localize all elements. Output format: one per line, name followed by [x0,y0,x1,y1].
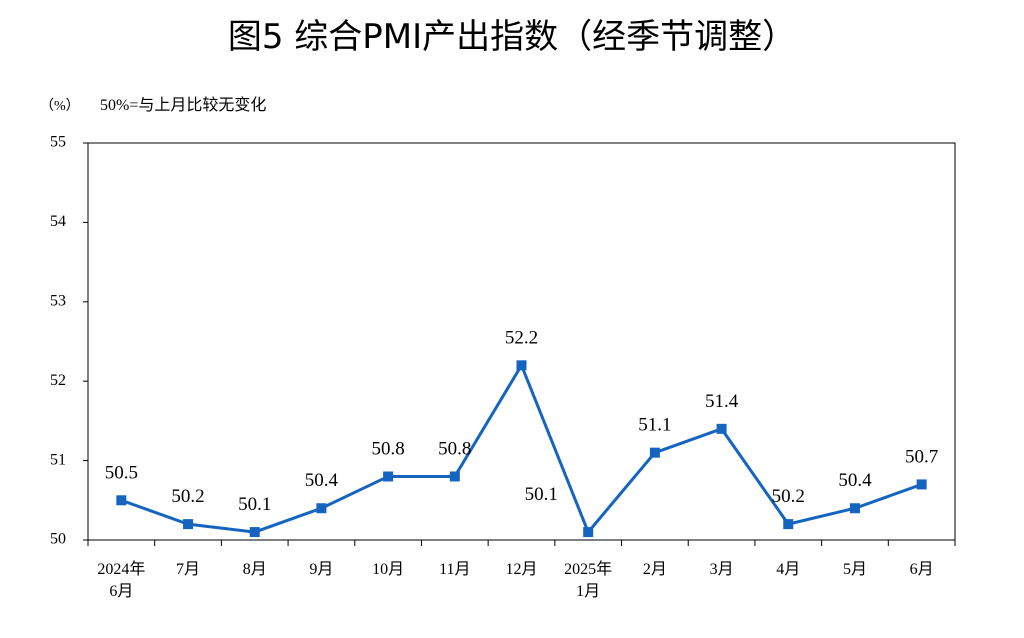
marker [649,447,660,458]
x-tick-label: 8月 [243,561,267,578]
value-label: 50.1 [525,484,558,505]
x-tick-label: 2024年 6月 [97,560,145,600]
value-label: 51.1 [638,415,671,436]
x-tick-label: 2025年 1月 [564,560,612,600]
y-unit: （%） [40,98,80,114]
x-tick-label: 4月 [776,561,800,578]
x-tick-label: 9月 [309,561,333,578]
x-tick-label: 10月 [372,561,404,578]
x-tick-label: 3月 [710,561,734,578]
y-tick-label: 53 [50,292,66,309]
y-tick-label: 51 [50,451,66,468]
x-tick-label: 6月 [910,561,934,578]
marker [316,503,327,514]
marker [716,423,727,434]
value-label: 52.2 [505,327,538,348]
x-tick-label: 11月 [439,561,470,578]
value-label: 50.7 [905,446,938,467]
x-tick-label: 7月 [176,561,200,578]
plot-frame [87,142,956,541]
value-label: 50.8 [438,438,471,459]
chart-title: 图5 综合PMI产出指数（经季节调整） [228,17,796,57]
y-tick-label: 55 [50,134,66,151]
y-tick-label: 54 [50,213,66,230]
marker [449,471,460,482]
x-tick-label: 5月 [843,561,867,578]
marker [849,503,860,514]
value-label: 50.8 [371,438,404,459]
marker [783,519,794,530]
value-label: 50.4 [838,470,872,491]
marker [249,527,260,538]
value-label: 50.4 [305,470,339,491]
value-label: 50.2 [171,486,204,507]
y-tick-label: 50 [50,531,66,548]
value-label: 51.4 [705,391,739,412]
marker [583,527,594,538]
y-tick-label: 52 [50,372,66,389]
marker [116,495,127,506]
marker [383,471,394,482]
marker [516,360,527,371]
x-tick-label: 12月 [505,561,537,578]
value-label: 50.5 [105,462,138,483]
note: 50%=与上月比较无变化 [100,96,266,114]
value-label: 50.2 [772,486,805,507]
marker [916,479,927,490]
marker [183,519,194,530]
x-tick-label: 2月 [643,561,667,578]
value-label: 50.1 [238,494,271,515]
